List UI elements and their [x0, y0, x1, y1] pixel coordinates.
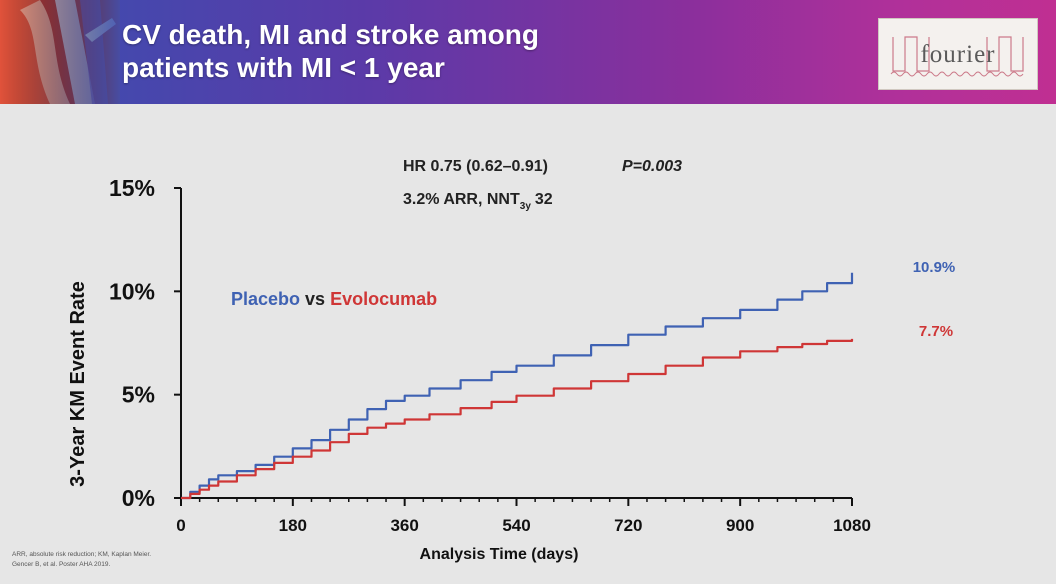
series-line-placebo [181, 272, 854, 500]
hr-text: HR 0.75 (0.62–0.91) [403, 158, 548, 175]
slide-title-line1: CV death, MI and stroke among [122, 19, 539, 50]
footnote-line2: Gencer B, et al. Poster AHA 2019. [12, 561, 111, 568]
y-tick-label: 5% [122, 382, 155, 408]
stats-annotation: HR 0.75 (0.62–0.91) P=0.003 3.2% ARR, NN… [403, 158, 682, 212]
x-tick-label: 0 [176, 516, 185, 535]
legend-text: Placebo vs Evolocumab [231, 289, 437, 309]
y-tick-label: 0% [122, 485, 155, 511]
x-axis-label: Analysis Time (days) [420, 546, 579, 563]
axes [180, 188, 852, 499]
y-tick-label: 10% [109, 278, 155, 304]
banner-artwork-image [0, 0, 120, 104]
slide-title: CV death, MI and stroke among patients w… [122, 18, 822, 84]
legend-connector: vs [305, 289, 325, 309]
p-value-text: P=0.003 [622, 158, 682, 175]
nnt-value: 32 [535, 191, 553, 208]
placebo-end-label: 10.9% [913, 259, 956, 276]
nnt-subscript: 3y [520, 201, 532, 212]
km-chart: HR 0.75 (0.62–0.91) P=0.003 3.2% ARR, NN… [67, 158, 956, 563]
x-axis-ticks: 0 180 360 540 720 900 1080 [176, 498, 871, 535]
x-tick-label: 360 [390, 516, 418, 535]
x-tick-label: 1080 [833, 516, 871, 535]
title-banner: CV death, MI and stroke among patients w… [0, 0, 1056, 104]
fourier-logo: fourier [878, 18, 1038, 90]
evolocumab-end-label: 7.7% [919, 323, 953, 340]
x-tick-label: 180 [279, 516, 307, 535]
arr-prefix: 3.2% ARR, NNT [403, 191, 520, 208]
legend-placebo: Placebo [231, 289, 300, 309]
x-tick-label: 540 [502, 516, 530, 535]
series-lines [181, 272, 854, 500]
x-tick-label: 720 [614, 516, 642, 535]
y-axis-label: 3-Year KM Event Rate [67, 281, 89, 487]
arr-nnt-text: 3.2% ARR, NNT3y 32 [403, 191, 553, 212]
y-axis-ticks: 0% 5% 10% 15% [109, 175, 181, 511]
slide-title-line2: patients with MI < 1 year [122, 52, 445, 83]
logo-text: fourier [920, 41, 996, 68]
legend-evolocumab: Evolocumab [330, 289, 437, 309]
logo-wave-decoration [890, 36, 1024, 77]
footnote-line1: ARR, absolute risk reduction; KM, Kaplan… [12, 551, 152, 558]
x-tick-label: 900 [726, 516, 754, 535]
y-tick-label: 15% [109, 175, 155, 201]
series-line-evolocumab [181, 338, 854, 500]
